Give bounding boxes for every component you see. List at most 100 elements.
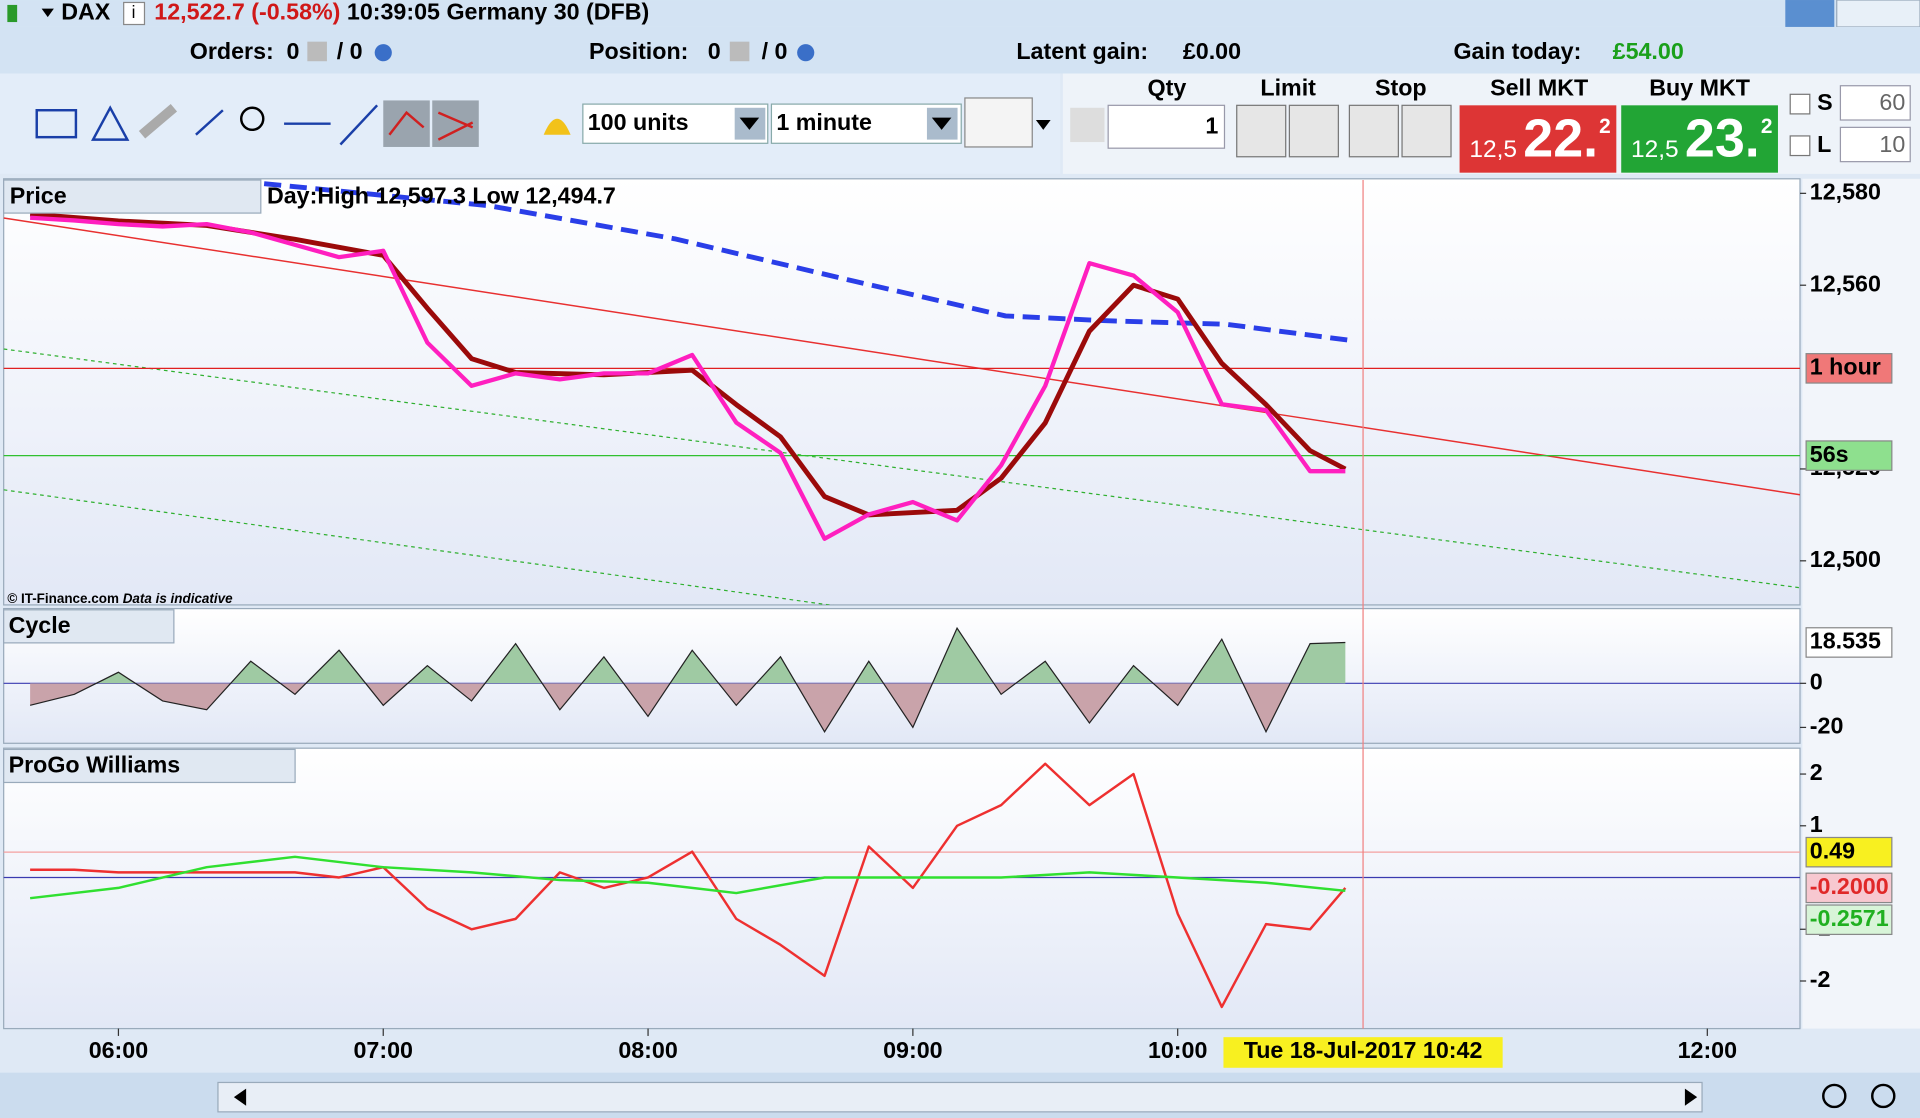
current-label-text: -0.2000 (1810, 873, 1889, 899)
orders-gear[interactable] (374, 44, 392, 62)
y-tick-label: 12,580 (1810, 178, 1881, 204)
zoom-tool[interactable] (240, 106, 265, 132)
keyboard-button[interactable] (1785, 0, 1835, 27)
qty-value: 1 (1205, 113, 1218, 139)
source: © IT-Finance.com Data is indicative (7, 590, 233, 605)
price-panel (3, 178, 1801, 606)
area-line (29, 626, 1346, 734)
s-checkbox[interactable] (1789, 93, 1811, 115)
l-checkbox[interactable] (1789, 135, 1811, 157)
current-label: 18.535 (1805, 627, 1893, 658)
triangle-tool[interactable] (91, 105, 130, 141)
rectangle-tool[interactable] (35, 108, 78, 139)
limit-down-button[interactable] (1288, 104, 1339, 158)
zoom-out[interactable] (1822, 1083, 1847, 1109)
latent-gain: £0.00 (1183, 38, 1241, 64)
cursor-label: Tue 18-Jul-2017 10:42 (1244, 1037, 1483, 1063)
scroll-right[interactable] (1684, 1088, 1698, 1106)
scroll-left[interactable] (233, 1088, 247, 1106)
current-label: -0.2000 (1805, 872, 1893, 904)
area-down (30, 683, 1291, 732)
sell-label: Sell MKT (1490, 75, 1588, 101)
limit-up-button[interactable] (1236, 104, 1287, 158)
position-icon[interactable] (729, 41, 750, 62)
l-value: 10 (1879, 131, 1905, 157)
x-tick-label: 07:00 (354, 1037, 413, 1063)
buy-button[interactable] (1621, 105, 1778, 173)
x-tick-label: 12:00 (1678, 1037, 1737, 1063)
position-total: / 0 (762, 38, 788, 64)
channel-tool[interactable] (383, 100, 430, 147)
x-tick-label: 06:00 (89, 1037, 148, 1063)
triangle-glyph (437, 111, 474, 141)
s-input[interactable] (1839, 85, 1911, 121)
marker-label-box (1805, 440, 1893, 471)
current-label-box (1805, 627, 1893, 658)
menu-arrow[interactable] (41, 8, 54, 18)
marker-label-box (1805, 353, 1893, 384)
y-tick-label: 2 (1810, 759, 1823, 785)
qty-input[interactable] (1107, 104, 1226, 149)
marker-label: 56s (1805, 440, 1893, 471)
s-value: 60 (1879, 89, 1905, 115)
trend-tool[interactable] (339, 104, 379, 146)
sell-prefix: 12,5 (1469, 136, 1517, 163)
marker-label: 1 hour (1805, 353, 1893, 384)
sell-big: 22. (1523, 108, 1598, 168)
x-tick-label: 08:00 (618, 1037, 677, 1063)
position-gear[interactable] (797, 44, 815, 62)
change: (-0.58%) (251, 0, 340, 25)
price-line: 12,522.7 (-0.58%) 10:39:05 Germany 30 (D… (154, 0, 649, 25)
stop-label: Stop (1375, 75, 1427, 101)
stop-up-button[interactable] (1348, 104, 1399, 158)
channel-glyph (388, 110, 425, 136)
x-tick-label: 10:00 (1148, 1037, 1207, 1063)
ticket-settings[interactable] (1070, 107, 1105, 143)
gain-today-label: Gain today: (1453, 38, 1581, 64)
level-label-text: 0.49 (1810, 837, 1855, 863)
alert-tool[interactable] (543, 118, 571, 135)
s-label: S (1817, 89, 1833, 115)
current-label-text: 18.535 (1810, 628, 1881, 654)
last-price: 12,522.7 (154, 0, 245, 25)
scrollbar[interactable] (217, 1081, 1703, 1113)
current-label-box (1805, 872, 1893, 904)
limit-label: Limit (1260, 75, 1316, 101)
stop-down-button[interactable] (1401, 104, 1452, 158)
buy-pip: 2 (1761, 115, 1773, 138)
ruler-tool[interactable] (138, 104, 178, 139)
l-input[interactable] (1839, 126, 1911, 163)
sell-button[interactable] (1459, 105, 1617, 173)
series-line (30, 762, 1347, 1009)
orders-icon[interactable] (307, 41, 327, 62)
indicators-button[interactable] (964, 97, 1033, 148)
x-tick-label: 09:00 (883, 1037, 942, 1063)
y-tick-label: 1 (1810, 811, 1823, 837)
cycle-header (3, 609, 175, 644)
dropdown-arrow (1035, 120, 1051, 130)
day-range: Day:High 12,597.3 Low 12,494.7 (267, 182, 616, 208)
y-tick-label: -20 (1810, 713, 1844, 739)
window-controls[interactable] (1836, 0, 1920, 28)
market: Germany 30 (DFB) (446, 0, 649, 25)
orders-label: Orders: (190, 38, 274, 64)
current-label-text: -0.2571 (1810, 905, 1889, 931)
price-header (3, 179, 262, 214)
cycle-panel (3, 607, 1801, 744)
latent-gain-label: Latent gain: (1016, 38, 1148, 64)
y-tick-label: -2 (1810, 966, 1831, 992)
sell-pip: 2 (1599, 115, 1611, 138)
info-button[interactable] (123, 1, 146, 26)
zoom-in[interactable] (1871, 1083, 1896, 1109)
position-label: Position: (589, 38, 688, 64)
interval-value: 1 minute (776, 109, 872, 135)
williams-header (3, 748, 296, 784)
line-tool[interactable] (195, 109, 224, 136)
trend-line (3, 217, 1800, 496)
copyright: © IT-Finance.com (7, 590, 119, 605)
series-line (263, 181, 1351, 343)
size-value: 100 units (588, 109, 689, 135)
dropdown-arrow (931, 117, 952, 130)
orders-count: 0 (287, 38, 300, 64)
